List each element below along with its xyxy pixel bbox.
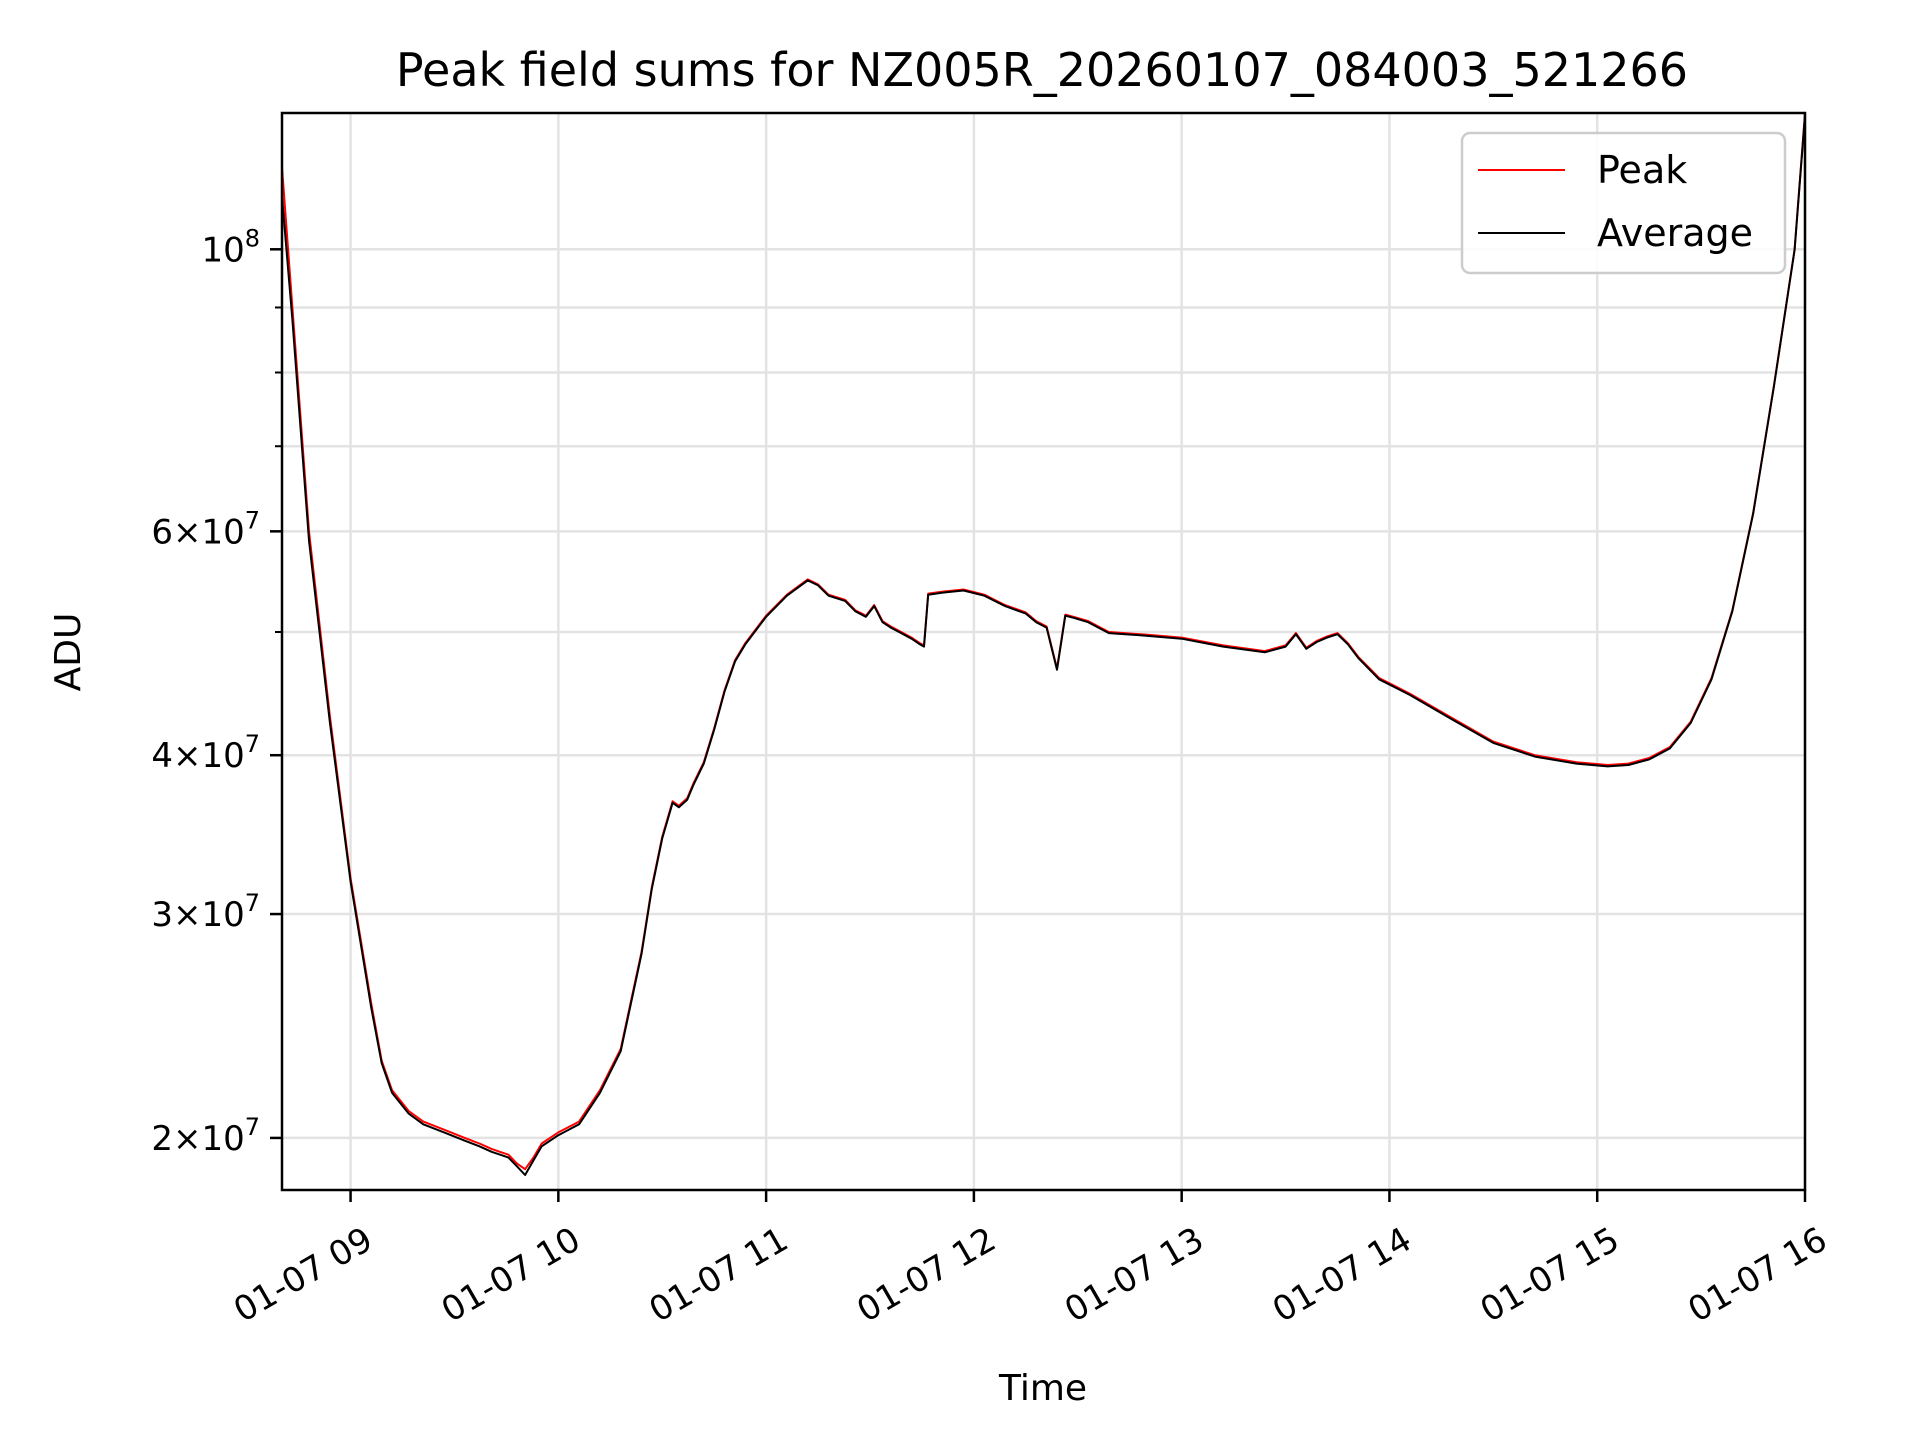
plot-frame xyxy=(280,111,1807,1192)
data-series xyxy=(281,112,1806,1176)
y-tick-label: 108 xyxy=(201,224,260,270)
y-tick-label: 4×107 xyxy=(151,730,260,776)
y-tick-label: 6×107 xyxy=(151,506,260,552)
legend: Peak Average xyxy=(1460,131,1787,275)
legend-average-label: Average xyxy=(1597,211,1753,255)
legend-peak-label: Peak xyxy=(1597,148,1687,192)
x-axis-label: Time xyxy=(998,1368,1087,1409)
y-axis-ticks: 2×107 3×107 4×107 6×107 108 xyxy=(151,224,282,1159)
legend-box xyxy=(1460,131,1787,275)
series-line-average xyxy=(281,115,1806,1176)
y-tick-label: 3×107 xyxy=(151,889,260,935)
chart-title: Peak field sums for NZ005R_20260107_0840… xyxy=(396,43,1688,97)
y-tick-label: 2×107 xyxy=(151,1113,260,1159)
y-axis-label: ADU xyxy=(48,613,89,692)
